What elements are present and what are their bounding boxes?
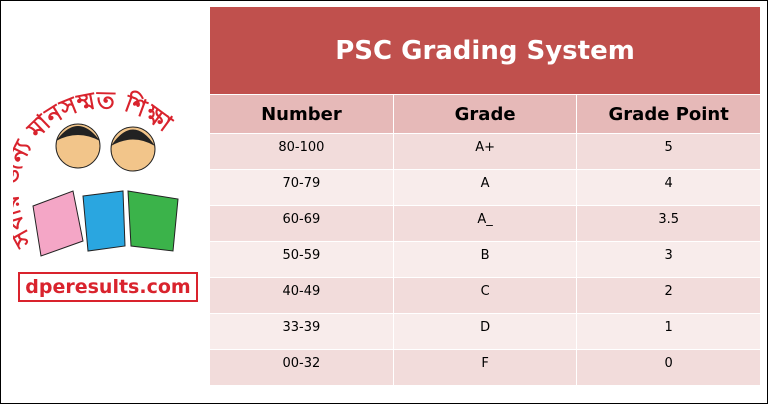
table-cell: 3.5 <box>576 205 761 242</box>
table-cell: 33-39 <box>209 313 394 350</box>
table-cell: A <box>392 169 578 206</box>
table-cell: 4 <box>576 169 761 206</box>
book-page <box>127 190 179 252</box>
table-cell: 70-79 <box>209 169 394 206</box>
table-row: 60-69 A_ 3.5 <box>209 205 761 242</box>
book-page <box>82 190 126 252</box>
table-row: 70-79 A 4 <box>209 169 761 206</box>
site-box <box>18 272 198 302</box>
table-cell: 5 <box>576 133 761 170</box>
child-hair <box>111 129 155 146</box>
table-cell: C <box>392 277 578 314</box>
table-row: 50-59 B 3 <box>209 241 761 278</box>
table-cell: B <box>392 241 578 278</box>
table-cell: 2 <box>576 277 761 314</box>
table-cell: 80-100 <box>209 133 394 170</box>
header-cell: Grade Point <box>576 94 761 134</box>
table-row: 80-100 A+ 5 <box>209 133 761 170</box>
table-cell: D <box>392 313 578 350</box>
table-cell: 60-69 <box>209 205 394 242</box>
table-cell: A+ <box>392 133 578 170</box>
header-cell: Number <box>209 94 394 134</box>
table-cell: 3 <box>576 241 761 278</box>
table-title: PSC Grading System <box>209 6 761 95</box>
child-hair <box>56 126 100 141</box>
table-row: 00-32 F 0 <box>209 349 761 386</box>
table-row: 40-49 C 2 <box>209 277 761 314</box>
table-cell: 1 <box>576 313 761 350</box>
table-cell: 50-59 <box>209 241 394 278</box>
table-cell: 40-49 <box>209 277 394 314</box>
table-cell: A_ <box>392 205 578 242</box>
site-name: dperesults.com <box>25 276 190 298</box>
table-cell: F <box>392 349 578 386</box>
grading-table: PSC Grading System Number Grade Grade Poin… <box>209 6 761 386</box>
table-cell: 0 <box>576 349 761 386</box>
table-cell: 00-32 <box>209 349 394 386</box>
header-cell: Grade <box>392 94 578 134</box>
logo: সবার জন্য মানসম্মত শিক্ষা dperesults.com <box>13 86 198 302</box>
table-row: 33-39 D 1 <box>209 313 761 350</box>
book-page <box>32 190 84 257</box>
header-row: Number Grade Grade Point <box>209 94 761 134</box>
